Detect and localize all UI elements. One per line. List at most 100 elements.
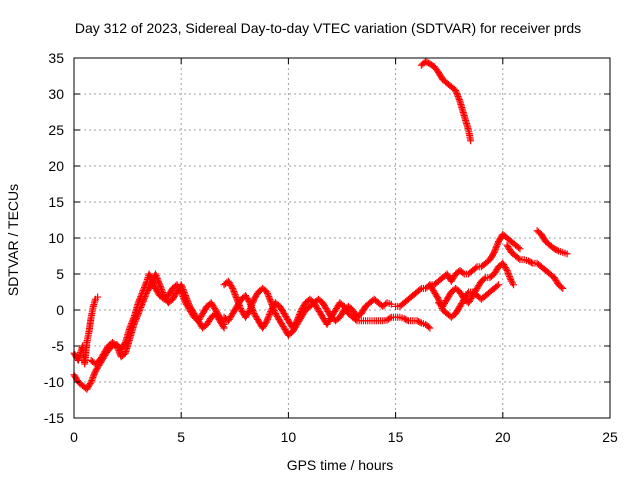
data-point [266,296,274,304]
data-point [434,295,442,303]
data-point [155,278,163,286]
series-arc-f [392,230,524,310]
data-point [467,137,475,145]
data-point [452,88,460,96]
data-point [140,294,148,302]
data-point [426,324,434,332]
grid-layer [74,58,610,418]
data-point [507,276,515,284]
data-point [228,283,236,291]
data-point [489,250,497,258]
data-point [115,347,123,355]
y-tick-label: -15 [44,410,64,426]
x-tick-label: 0 [70,429,78,445]
data-point [113,342,121,350]
data-point [154,276,162,284]
data-point [249,297,257,305]
data-point [232,292,240,300]
data-point [267,297,275,305]
data-point [490,248,498,256]
series-arc-j [533,227,571,258]
data-point [177,281,185,289]
y-tick-label: 10 [48,230,64,246]
data-point [133,313,141,321]
data-point [515,244,523,252]
data-point [294,315,302,323]
series-arc-c [87,270,228,368]
data-point [141,293,149,301]
series-arc-h [426,281,503,321]
data-point [435,297,443,305]
data-point [90,372,98,380]
data-point [506,273,514,281]
data-point [159,289,167,297]
data-point [130,320,138,328]
data-point [248,303,256,311]
data-point [464,289,472,297]
data-point [266,309,274,317]
data-point [142,290,150,298]
data-point [480,275,488,283]
data-point [553,246,561,254]
data-point [352,316,360,324]
data-point [416,318,424,326]
data-point [416,286,424,294]
data-point [220,324,228,332]
data-point [157,284,165,292]
data-point [492,244,500,252]
y-tick-label: 15 [48,194,64,210]
data-point [231,291,239,299]
data-point [527,258,535,266]
x-axis-label: GPS time / hours [287,457,394,473]
data-point [265,293,273,301]
data-point [403,316,411,324]
data-point [230,287,238,295]
data-point [491,245,499,253]
data-point [86,379,94,387]
data-point [559,284,567,292]
series-arc-e [220,292,434,332]
data-point [229,284,237,292]
data-point [503,266,511,274]
y-tick-label: 30 [48,86,64,102]
data-point [142,291,150,299]
data-point [153,275,161,283]
data-point [295,311,303,319]
data-point [262,318,270,326]
data-point [472,264,480,272]
data-point [292,318,300,326]
data-point [159,290,167,298]
data-point [502,265,510,273]
data-point [89,373,97,381]
data-point [135,308,143,316]
data-point [246,300,254,308]
data-point [249,308,257,316]
data-point [230,289,238,297]
data-point [493,241,501,249]
data-point [180,289,188,297]
data-point [137,302,145,310]
x-tick-label: 10 [281,429,297,445]
data-point [137,303,145,311]
data-point [180,287,188,295]
data-layer [70,58,571,393]
data-point [185,299,193,307]
data-point [246,299,254,307]
data-point [491,247,499,255]
data-point [436,298,444,306]
data-point [181,292,189,300]
data-point [132,314,140,322]
data-point [132,316,140,324]
data-point [505,271,513,279]
data-point [131,319,139,327]
data-point [113,344,121,352]
data-point [139,299,147,307]
y-tick-label: 0 [56,302,64,318]
data-point [183,295,191,303]
data-point [156,281,164,289]
data-point [557,283,565,291]
series-arc-a [70,293,102,368]
data-point [265,294,273,302]
